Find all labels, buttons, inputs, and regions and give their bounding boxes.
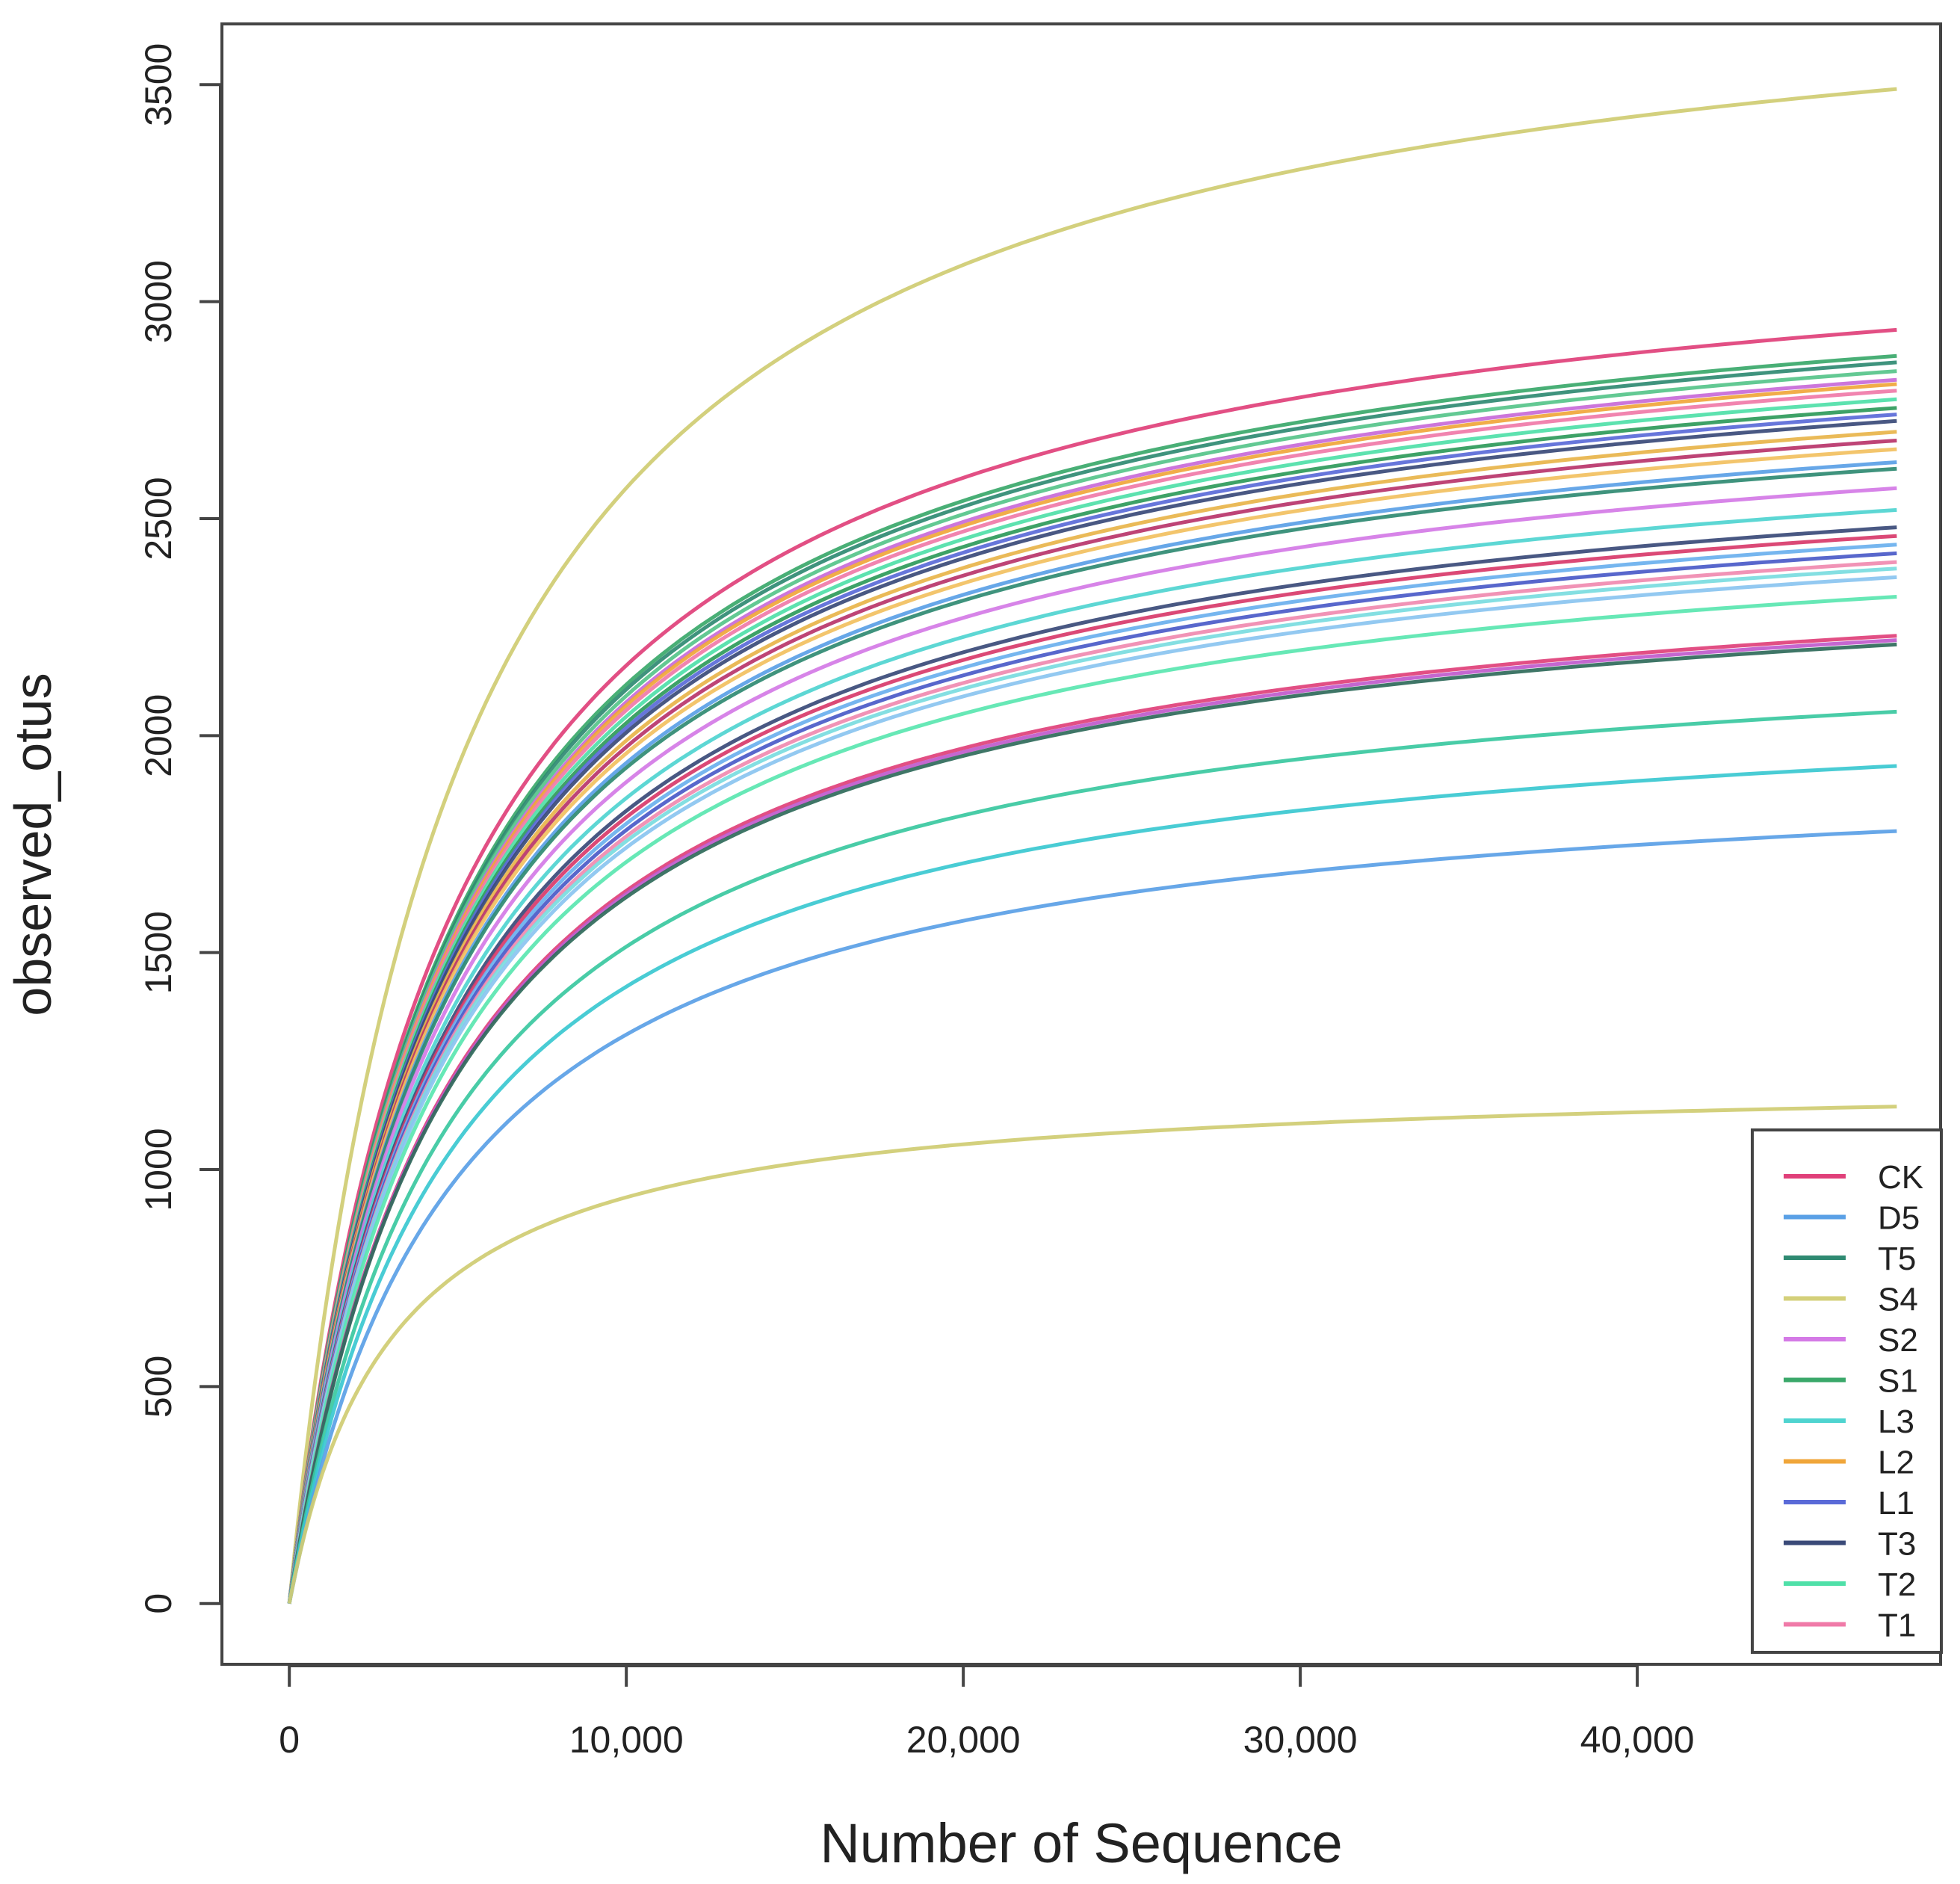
- x-axis: 0 10,000 20,000 30,000 40,000: [279, 1664, 1695, 1761]
- y-tick-label: 2000: [137, 694, 179, 777]
- curve-l3-31: [287, 764, 1897, 1605]
- curve-d5-21: [287, 543, 1897, 1605]
- curve-t5-29: [287, 642, 1897, 1605]
- y-axis: 0 500 1000 1500 2000 2500 3000 3500: [137, 43, 222, 1614]
- curve-t2-30: [287, 709, 1897, 1605]
- curve-l1-22: [287, 551, 1897, 1605]
- x-tick-label: 0: [279, 1719, 300, 1761]
- curves: [287, 87, 1897, 1605]
- curve-t1-7: [287, 389, 1897, 1605]
- y-tick-label: 0: [137, 1593, 179, 1614]
- curve-t3-11: [287, 419, 1897, 1605]
- legend-label-s1: S1: [1878, 1363, 1918, 1400]
- legend-label-s4: S4: [1878, 1282, 1918, 1318]
- legend-label-l3: L3: [1878, 1403, 1914, 1440]
- legend-label-d5: D5: [1878, 1200, 1920, 1237]
- y-tick-label: 3500: [137, 43, 179, 126]
- curve-s2-28: [287, 638, 1897, 1605]
- y-tick-label: 2500: [137, 477, 179, 560]
- legend-label-t5: T5: [1878, 1241, 1916, 1277]
- x-tick-label: 30,000: [1243, 1719, 1358, 1761]
- legend-label-l2: L2: [1878, 1445, 1914, 1481]
- curve-t2-26: [287, 595, 1897, 1605]
- curve-ck-1: [287, 327, 1897, 1605]
- curve-d5-32: [287, 829, 1897, 1605]
- legend-label-s2: S2: [1878, 1322, 1918, 1359]
- legend-label-ck: CK: [1878, 1159, 1923, 1196]
- y-tick-label: 500: [137, 1356, 179, 1418]
- y-axis-label: observed_otus: [4, 673, 62, 1016]
- curve-s4-33: [287, 1105, 1897, 1605]
- y-tick-label: 1500: [137, 911, 179, 994]
- x-tick-label: 40,000: [1580, 1719, 1695, 1761]
- curve-d5-25: [287, 575, 1897, 1605]
- curve-ck-20: [287, 534, 1897, 1605]
- legend-label-t3: T3: [1878, 1526, 1916, 1563]
- curve-d5-15: [287, 460, 1897, 1605]
- plot-frame: [220, 22, 1942, 1666]
- x-tick-label: 10,000: [569, 1719, 684, 1761]
- curve-s4-0: [287, 87, 1897, 1605]
- y-tick-label: 3000: [137, 260, 179, 343]
- x-tick-label: 20,000: [906, 1719, 1021, 1761]
- curve-t5-16: [287, 466, 1897, 1605]
- curve-s1-4: [287, 369, 1897, 1605]
- x-axis-label: Number of Sequence: [820, 1812, 1342, 1874]
- y-tick-label: 1000: [137, 1128, 179, 1211]
- legend-label-t2: T2: [1878, 1566, 1916, 1603]
- curve-t3-19: [287, 525, 1897, 1605]
- legend-label-t1: T1: [1878, 1607, 1916, 1644]
- legend-label-l1: L1: [1878, 1485, 1914, 1522]
- legend-box: [1751, 1128, 1943, 1654]
- curve-l2-12: [287, 430, 1897, 1605]
